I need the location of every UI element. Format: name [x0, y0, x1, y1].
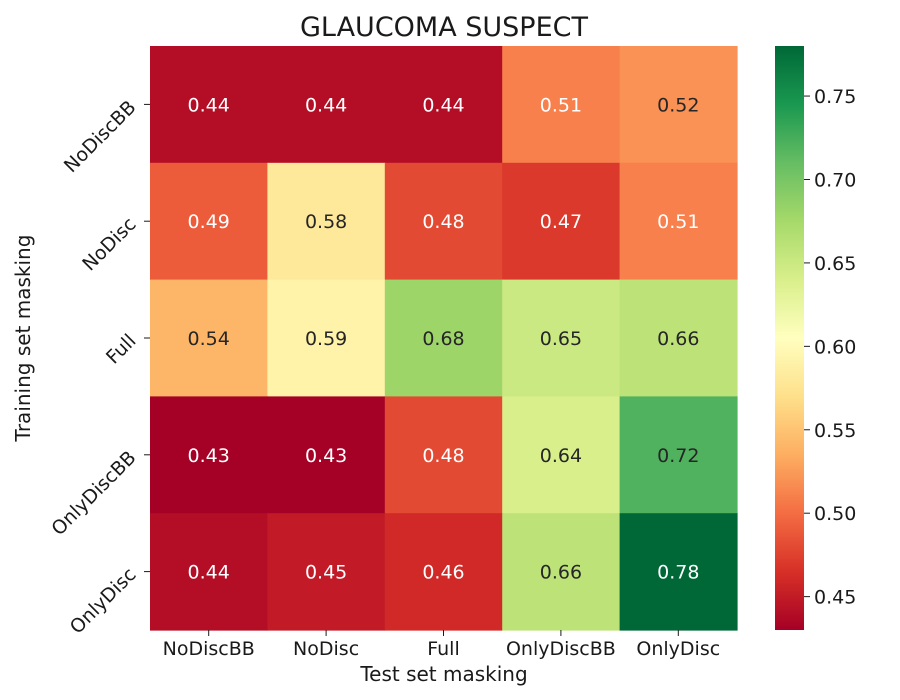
heatmap-cell	[502, 46, 621, 164]
cell-value-label: 0.49	[188, 211, 230, 233]
heatmap-cell	[619, 513, 738, 631]
colorbar	[775, 46, 804, 630]
heatmap-grid: 0.44 0.44 0.44 0.51 0.52 0.49 0.58 0.48 0.47 0.51…	[150, 46, 738, 631]
cell-value-label: 0.51	[540, 94, 582, 116]
cell-value-label: 0.44	[422, 94, 464, 116]
x-tick-label: Full	[427, 638, 460, 660]
cell-value-label: 0.59	[305, 328, 347, 350]
cell-value-label: 0.66	[540, 562, 582, 584]
heatmap-cell	[619, 396, 738, 514]
heatmap-cell	[502, 279, 621, 397]
y-axis-label: Training set masking	[11, 235, 35, 443]
colorbar-tick-label: 0.75	[814, 86, 856, 108]
cell-value-label: 0.52	[657, 94, 699, 116]
y-tick-label: NoDisc	[78, 213, 140, 275]
heatmap-cell	[384, 513, 503, 631]
heatmap-cell	[384, 46, 503, 164]
cell-value-label: 0.47	[540, 211, 582, 233]
heatmap-cell	[502, 513, 621, 631]
y-tick-label: NoDiscBB	[60, 96, 141, 177]
colorbar-tick-label: 0.45	[814, 587, 856, 609]
cell-value-label: 0.48	[422, 445, 464, 467]
heatmap-cell	[267, 513, 386, 631]
x-axis-label: Test set masking	[359, 662, 527, 686]
cell-value-label: 0.44	[305, 94, 347, 116]
x-tick-label: OnlyDiscBB	[506, 638, 616, 660]
y-axis: NoDiscBB NoDisc Full OnlyDiscBB OnlyDisc	[47, 96, 150, 638]
y-tick-label: Full	[102, 330, 141, 369]
heatmap-cell	[150, 279, 268, 397]
x-tick-label: NoDiscBB	[163, 638, 255, 660]
colorbar-tick-label: 0.65	[814, 253, 856, 275]
heatmap-cell	[150, 46, 268, 164]
heatmap-cell	[502, 162, 621, 281]
heatmap-cell	[384, 396, 503, 514]
colorbar-tick-label: 0.55	[814, 420, 856, 442]
cell-value-label: 0.72	[657, 445, 699, 467]
cell-value-label: 0.51	[657, 211, 699, 233]
cell-value-label: 0.43	[188, 445, 230, 467]
heatmap-cell	[384, 279, 503, 397]
cell-value-label: 0.65	[540, 328, 582, 350]
cell-value-label: 0.43	[305, 445, 347, 467]
cell-value-label: 0.66	[657, 328, 699, 350]
cell-value-label: 0.58	[305, 211, 347, 233]
colorbar-tick-label: 0.50	[814, 503, 856, 525]
heatmap-cell	[502, 396, 621, 514]
heatmap-cell	[384, 162, 503, 281]
cell-value-label: 0.68	[422, 328, 464, 350]
chart-title: GLAUCOMA SUSPECT	[300, 12, 589, 43]
heatmap-cell	[150, 162, 268, 281]
heatmap-cell	[267, 396, 386, 514]
heatmap-cell	[619, 279, 738, 397]
cell-value-label: 0.48	[422, 211, 464, 233]
colorbar-tick-label: 0.70	[814, 169, 856, 191]
heatmap-cell	[150, 513, 268, 631]
y-tick-label: OnlyDiscBB	[47, 447, 140, 540]
cell-value-label: 0.64	[540, 445, 582, 467]
cell-value-label: 0.46	[422, 562, 464, 584]
cell-value-label: 0.45	[305, 562, 347, 584]
heatmap-cell	[150, 396, 268, 514]
colorbar-axis: 0.45 0.50 0.55 0.60 0.65 0.70 0.75	[804, 86, 856, 609]
heatmap-cell	[619, 162, 738, 281]
x-axis: NoDiscBB NoDisc Full OnlyDiscBB OnlyDisc	[163, 630, 720, 660]
cell-value-label: 0.54	[188, 328, 230, 350]
heatmap-cell	[267, 162, 386, 281]
x-tick-label: NoDisc	[293, 638, 359, 660]
cell-value-label: 0.78	[657, 562, 699, 584]
heatmap-cell	[267, 46, 386, 164]
x-tick-label: OnlyDisc	[636, 638, 720, 660]
heatmap-cell	[267, 279, 386, 397]
cell-value-label: 0.44	[188, 94, 230, 116]
heatmap-cell	[619, 46, 738, 164]
cell-value-label: 0.44	[188, 562, 230, 584]
colorbar-tick-label: 0.60	[814, 336, 856, 358]
y-tick-label: OnlyDisc	[66, 564, 141, 639]
